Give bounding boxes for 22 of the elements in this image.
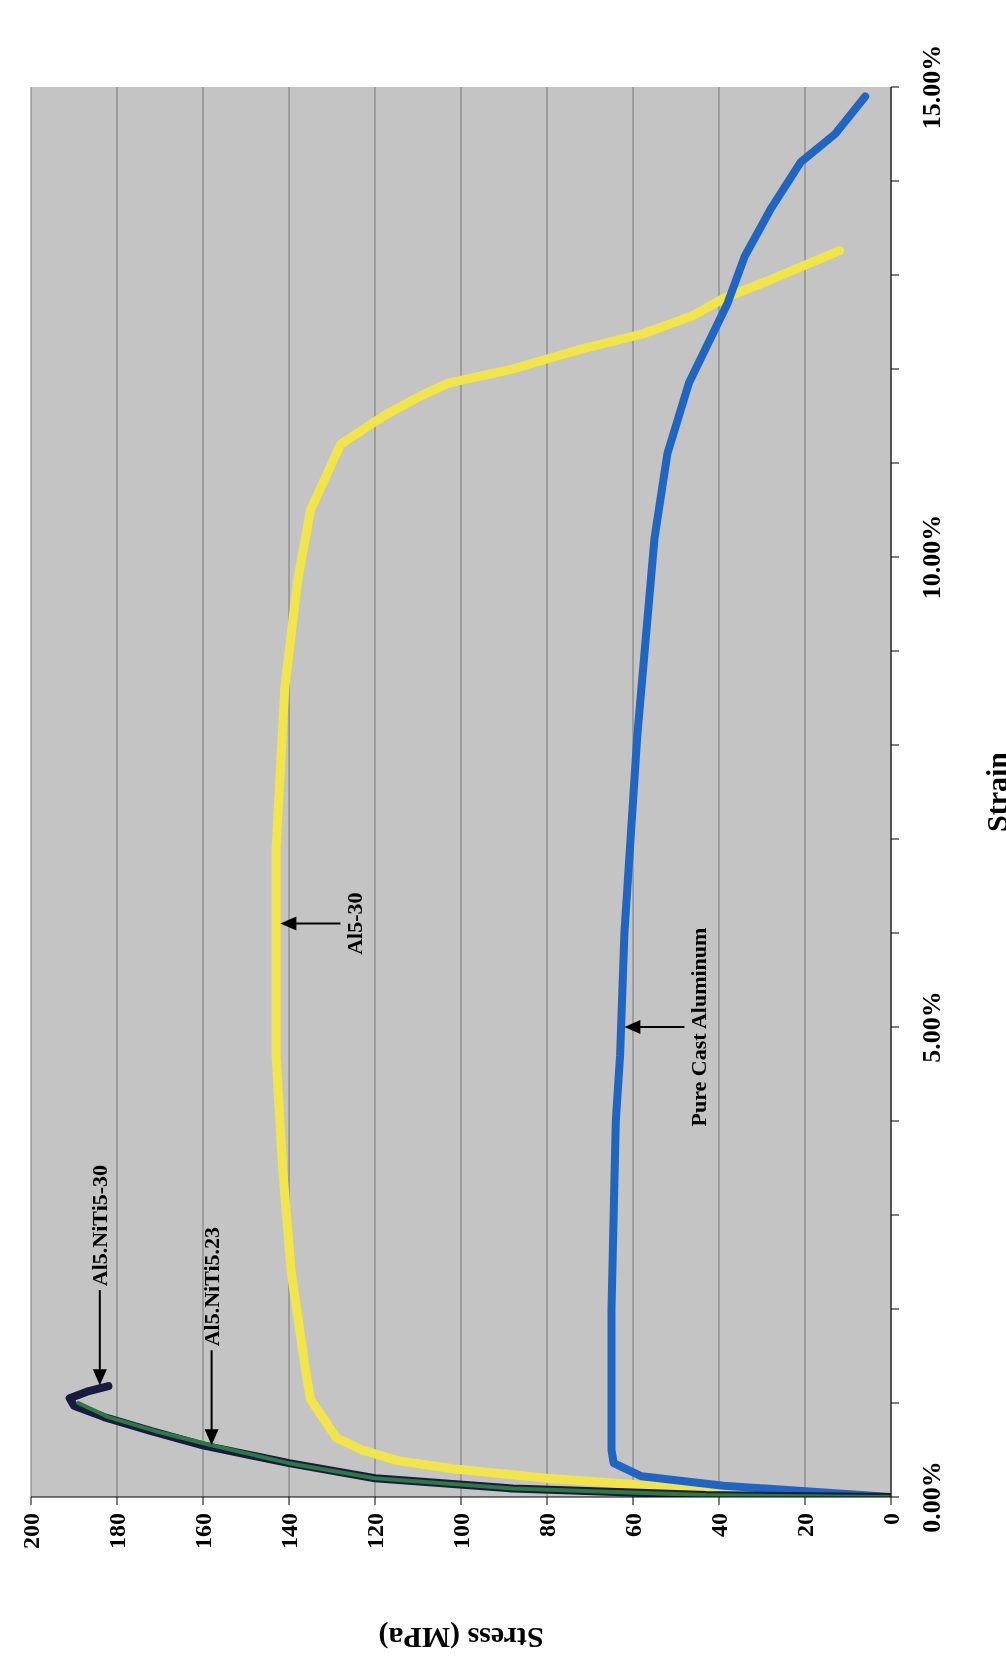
y-axis-title: Strain bbox=[979, 751, 1006, 833]
annotation: Al5.NiTi5.23 bbox=[199, 1226, 225, 1347]
x-tick-label: 180 bbox=[104, 1513, 130, 1549]
x-tick-label: 140 bbox=[276, 1513, 302, 1549]
annotation: Pure Cast Aluminum bbox=[685, 927, 711, 1127]
x-tick-label: 120 bbox=[362, 1513, 388, 1549]
line-series bbox=[76, 1401, 891, 1497]
x-tick-label: 60 bbox=[620, 1513, 646, 1537]
y-tick-label: 10.00% bbox=[916, 514, 946, 600]
x-tick-label: 80 bbox=[534, 1513, 560, 1537]
x-tick-label: 40 bbox=[706, 1513, 732, 1537]
x-axis-title: Stress (MPa) bbox=[378, 1621, 544, 1655]
annotation: Al5-30 bbox=[341, 892, 367, 955]
x-tick-label: 200 bbox=[18, 1513, 44, 1549]
x-tick-label: 0 bbox=[878, 1513, 904, 1525]
y-tick-label: 15.00% bbox=[916, 44, 946, 130]
x-tick-label: 160 bbox=[190, 1513, 216, 1549]
y-tick-label: 0.00% bbox=[916, 1461, 946, 1533]
annotation: Al5.NiTi5-30 bbox=[87, 1164, 113, 1287]
x-tick-label: 20 bbox=[792, 1513, 818, 1537]
y-tick-label: 5.00% bbox=[916, 991, 946, 1063]
x-tick-label: 100 bbox=[448, 1513, 474, 1549]
